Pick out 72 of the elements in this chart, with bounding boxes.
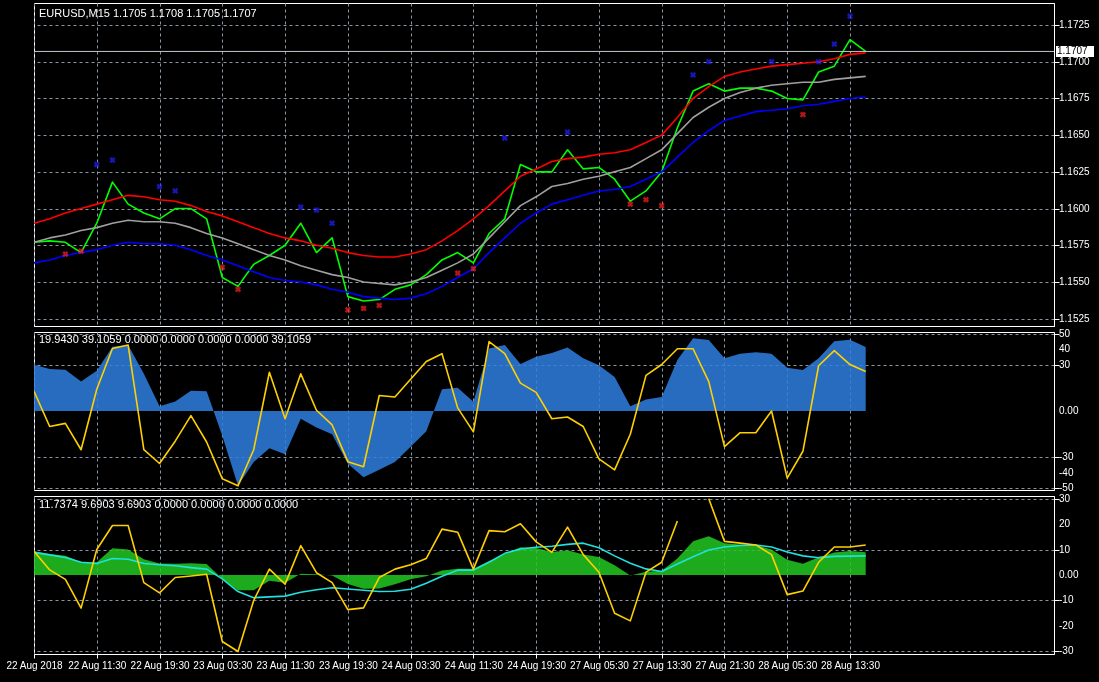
x-tick-label: 28 Aug 05:30 xyxy=(758,659,818,671)
y-tick-label: 1.1550 xyxy=(1059,275,1091,287)
point xyxy=(313,206,320,214)
y-tick-label: 1.1575 xyxy=(1059,239,1091,251)
point xyxy=(831,40,838,48)
y-tick-label: 1.1700 xyxy=(1059,55,1091,67)
point xyxy=(501,134,508,142)
y-tick-label: 20 xyxy=(1059,518,1071,530)
x-tick-label: 24 Aug 11:30 xyxy=(444,659,504,671)
line-series xyxy=(34,75,867,286)
line-series xyxy=(34,96,867,301)
point xyxy=(768,58,775,65)
y-tick-label: 10 xyxy=(1059,543,1071,555)
point xyxy=(172,187,179,195)
y-tick-label: -30 xyxy=(1059,451,1074,463)
point xyxy=(297,203,304,211)
y-tick-label: 1.1600 xyxy=(1059,202,1091,214)
line-series xyxy=(34,52,867,258)
point xyxy=(344,306,351,313)
y-tick-label: 1.1675 xyxy=(1059,92,1091,104)
x-tick-label: 23 Aug 11:30 xyxy=(256,659,316,671)
y-tick-label: 30 xyxy=(1059,358,1071,370)
x-tick-label: 23 Aug 19:30 xyxy=(318,659,379,671)
chart-title: 19.9430 39.1059 0.0000 0.0000 0.0000 0.0000 39.1059 xyxy=(39,332,312,345)
y-tick-label: 0.00 xyxy=(1059,569,1079,580)
point xyxy=(219,264,226,271)
y-tick-label: 50 xyxy=(1059,327,1071,339)
x-tick-label: 22 Aug 19:30 xyxy=(130,659,190,671)
x-tick-label: 22 Aug 11:30 xyxy=(68,659,127,671)
y-tick-label: -50 xyxy=(1059,482,1074,494)
y-tick-label: 1.1650 xyxy=(1059,129,1091,141)
point xyxy=(799,111,807,118)
y-tick-label: 1.1725 xyxy=(1059,19,1091,31)
point xyxy=(705,58,712,65)
point xyxy=(77,247,85,255)
y-tick-label: 1.1525 xyxy=(1059,312,1091,324)
y-tick-label: -40 xyxy=(1059,466,1074,478)
x-tick-label: 24 Aug 19:30 xyxy=(507,659,567,671)
x-tick-label: 28 Aug 13:30 xyxy=(821,659,881,671)
ref-line-label: 1.1707 xyxy=(1057,45,1089,57)
point xyxy=(627,201,634,208)
x-tick-label: 27 Aug 13:30 xyxy=(632,659,693,671)
point xyxy=(454,270,461,277)
point xyxy=(93,161,100,168)
y-tick-label: -30 xyxy=(1059,645,1074,657)
point xyxy=(62,250,69,258)
y-tick-label: -20 xyxy=(1059,619,1074,631)
point xyxy=(329,220,336,227)
chart-title: EURUSD,M15 1.1705 1.1708 1.1705 1.1707 xyxy=(39,7,257,19)
x-tick-label: 23 Aug 03:30 xyxy=(193,659,253,671)
x-tick-label: 27 Aug 05:30 xyxy=(569,659,630,671)
point xyxy=(689,71,697,79)
line-series xyxy=(34,542,867,599)
point xyxy=(658,202,665,209)
point xyxy=(470,265,477,272)
point xyxy=(109,156,116,164)
x-tick-label: 24 Aug 03:30 xyxy=(381,659,442,671)
point xyxy=(642,196,650,203)
y-tick-label: -10 xyxy=(1059,594,1074,606)
point xyxy=(234,286,242,293)
x-tick-label: 22 Aug 2018 xyxy=(6,659,64,671)
chart-title: 11.7374 9.6903 9.6903 0.0000 0.0000 0.0000 0.0000 xyxy=(39,497,299,510)
y-tick-label: 40 xyxy=(1059,343,1071,355)
y-tick-label: 30 xyxy=(1059,492,1071,504)
point xyxy=(846,13,854,20)
y-tick-label: 0.00 xyxy=(1059,405,1079,416)
x-tick-label: 27 Aug 21:30 xyxy=(695,659,755,671)
y-tick-label: 1.1625 xyxy=(1059,165,1091,177)
point xyxy=(376,302,383,309)
line-series xyxy=(34,38,867,302)
point xyxy=(815,58,822,65)
point xyxy=(564,129,571,136)
